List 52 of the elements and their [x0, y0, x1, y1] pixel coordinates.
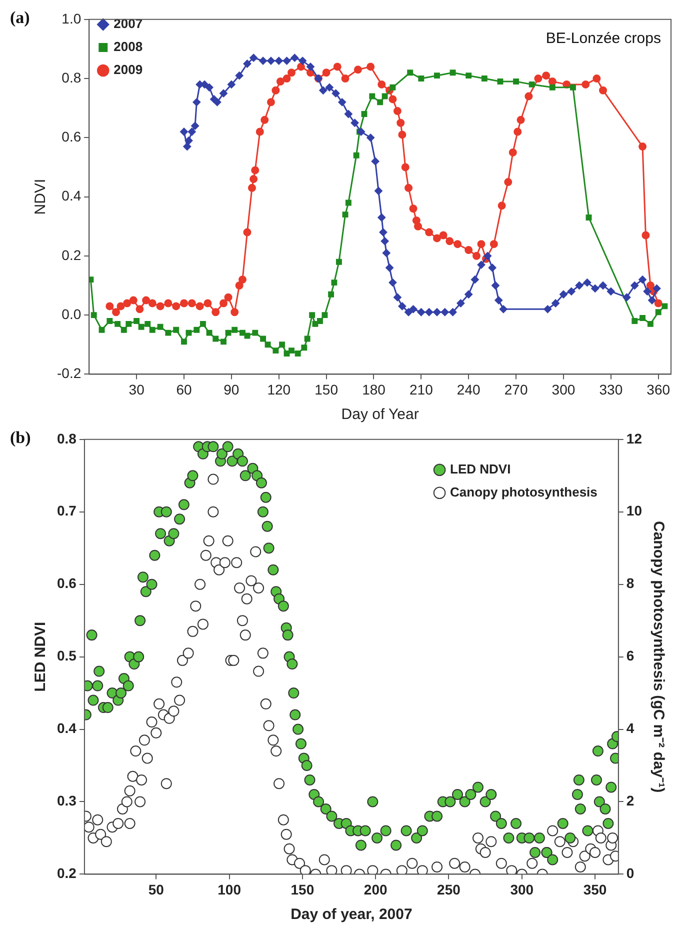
x-tick-label: 200: [364, 881, 388, 898]
y-tick-label: 0.2: [62, 246, 82, 263]
x-tick-label: 100: [218, 881, 242, 898]
x-tick-label: 180: [362, 381, 386, 398]
x-tick-label: 60: [176, 381, 192, 398]
annotation: BE-Lonzée crops: [546, 30, 661, 48]
x-tick-label: 50: [148, 881, 164, 898]
x-tick-label: 240: [456, 381, 480, 398]
y-tick-label: 0.8: [56, 430, 77, 446]
y-tick-label: 0.8: [62, 69, 82, 86]
legend-label: Canopy photosynthesis: [450, 484, 598, 500]
y-tick-label: 0.7: [56, 502, 77, 519]
y-tick-label: -0.2: [57, 365, 82, 382]
legend-label: LED NDVI: [450, 461, 511, 476]
y2-tick-label: 12: [626, 430, 642, 446]
y-tick-label: 0.0: [62, 306, 82, 322]
x-tick-label: 250: [437, 881, 461, 898]
y2-tick-label: 10: [626, 502, 642, 519]
x-tick-label: 120: [267, 381, 291, 398]
y-axis-title: NDVI: [32, 178, 50, 215]
y-tick-label: 0.4: [62, 188, 82, 204]
x-tick-label: 360: [646, 381, 670, 398]
y-tick-label: 1.0: [62, 10, 82, 26]
y-tick-label: 0.2: [56, 865, 77, 882]
x-axis-title: Day of year, 2007: [290, 906, 412, 924]
x-tick-label: 150: [314, 381, 338, 398]
y-tick-label: 0.6: [56, 575, 77, 592]
x-tick-label: 330: [599, 381, 623, 398]
y-tick-label: 0.6: [62, 128, 82, 145]
legend-label: 2009: [114, 62, 143, 78]
y-tick-label: 0.5: [56, 648, 77, 664]
text: (a): [10, 8, 30, 27]
y2-tick-label: 8: [626, 575, 634, 592]
y2-tick-label: 2: [626, 792, 634, 809]
x-axis-title: Day of Year: [341, 406, 419, 424]
x-tick-label: 350: [583, 881, 607, 898]
legend-label: 2008: [114, 39, 143, 54]
y2-tick-label: 6: [626, 648, 634, 664]
y2-tick-label: 0: [626, 865, 634, 882]
x-tick-label: 270: [504, 381, 528, 398]
x-tick-label: 150: [290, 881, 314, 898]
y2-tick-label: 4: [626, 720, 634, 736]
x-tick-label: 90: [224, 381, 240, 398]
text: (b): [10, 428, 31, 447]
y-tick-label: 0.3: [56, 792, 77, 809]
x-tick-label: 300: [510, 881, 534, 898]
x-tick-label: 300: [552, 381, 576, 398]
y2-axis-title: Canopy photosynthesis (gC m⁻² day⁻¹): [650, 520, 667, 793]
x-tick-label: 210: [409, 381, 434, 398]
x-tick-label: 30: [128, 381, 145, 398]
y-axis-title: LED NDVI: [32, 622, 50, 692]
y-tick-label: 0.4: [56, 720, 77, 736]
